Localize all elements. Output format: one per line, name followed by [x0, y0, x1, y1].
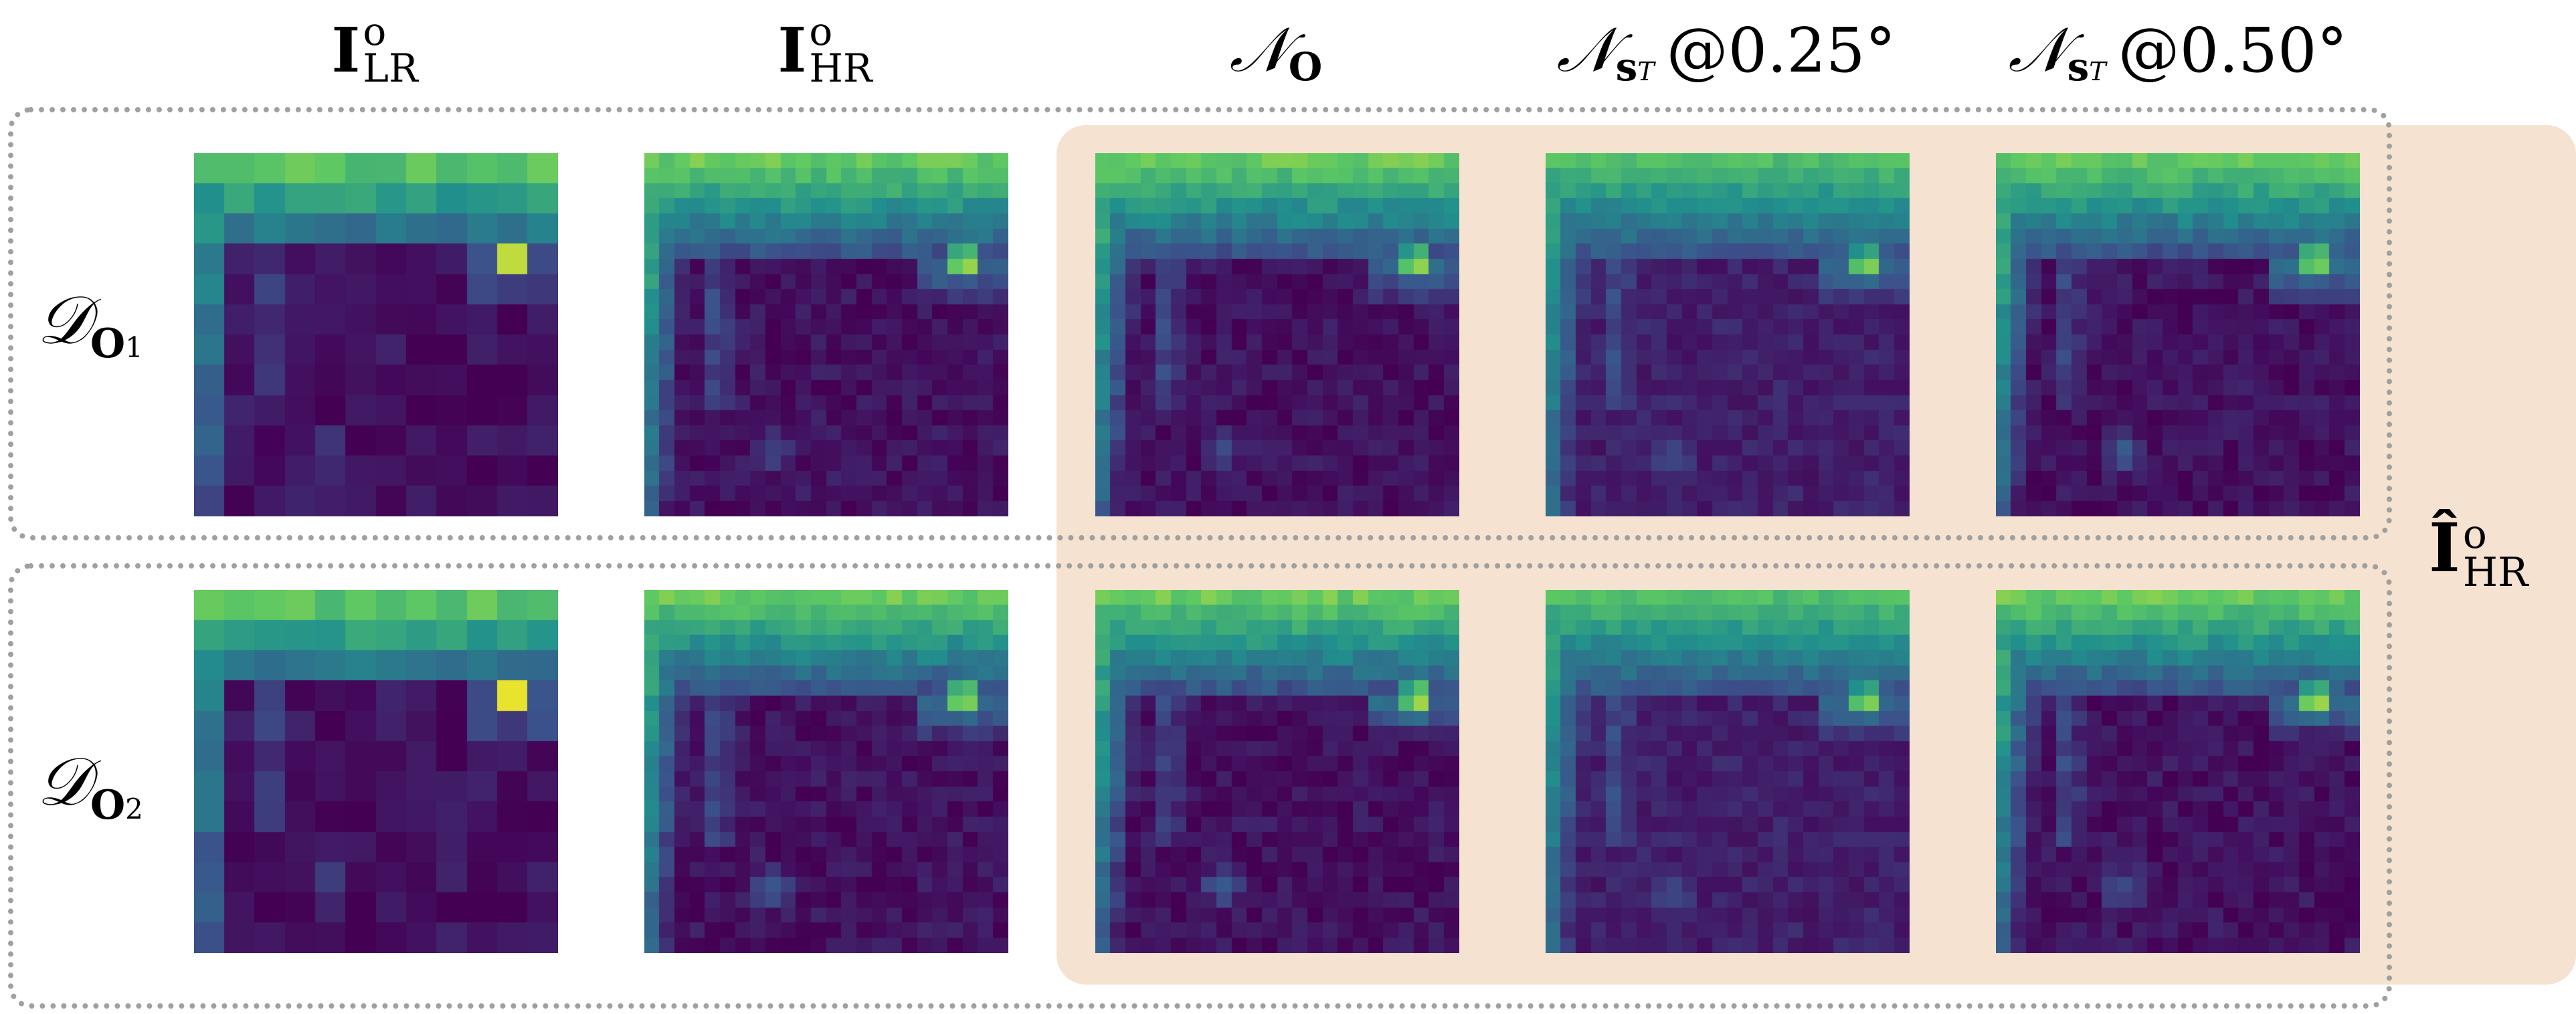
heatmap-d1-model-s-050 [1996, 153, 2360, 516]
dataset-1-group-box [8, 107, 2392, 540]
heatmap-d2-model-s-025 [1546, 590, 1910, 953]
heatmap-d2-model-o [1095, 590, 1459, 953]
heatmap-d1-model-o [1095, 153, 1459, 516]
heatmap-d1-lr-input [194, 153, 558, 516]
heatmap-d1-model-s-025 [1546, 153, 1910, 516]
heatmap-d2-model-s-050 [1996, 590, 2360, 953]
heatmap-d2-hr-target [644, 590, 1008, 953]
dataset-2-group-box [8, 563, 2392, 1009]
row-label-dataset-2: 𝒟O2 [37, 742, 143, 829]
heatmap-d1-hr-target [644, 153, 1008, 516]
heatmap-d2-lr-input [194, 590, 558, 953]
row-label-dataset-1: 𝒟O1 [37, 281, 143, 367]
